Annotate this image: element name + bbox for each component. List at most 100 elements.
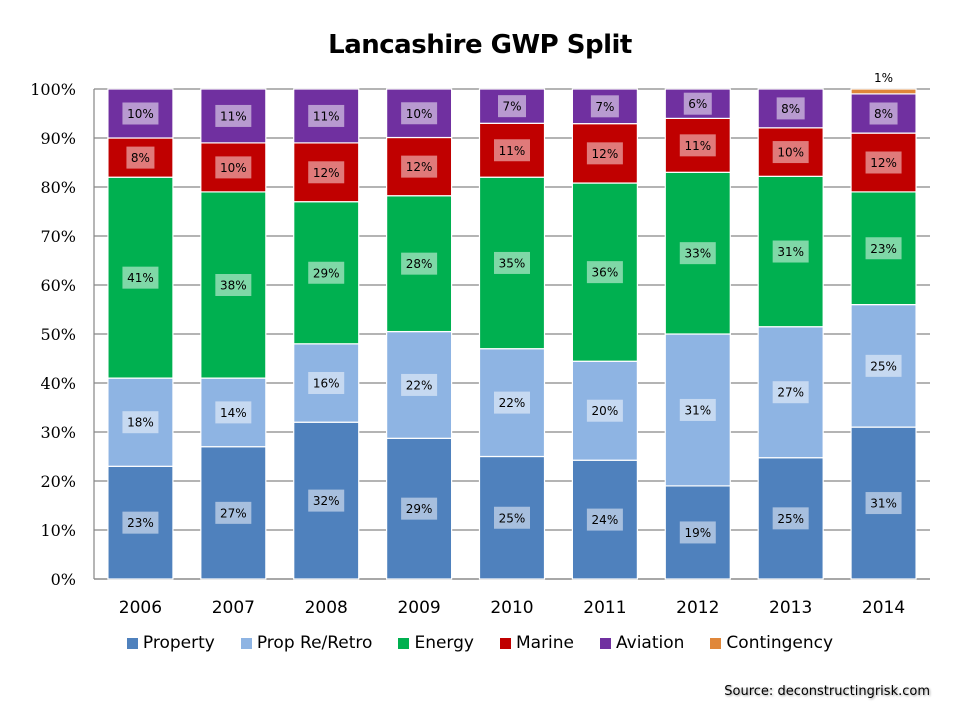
data-label: 20%: [592, 404, 619, 418]
data-label: 41%: [127, 271, 154, 285]
data-label-box: [494, 506, 530, 529]
legend-label: Property: [142, 633, 215, 653]
data-label-box: [401, 102, 438, 125]
data-label: 6%: [688, 97, 707, 111]
data-label-box: [590, 95, 619, 118]
data-label: 11%: [499, 144, 526, 158]
bar-segment-marine: [478, 122, 546, 178]
data-label: 22%: [406, 378, 433, 392]
legend-label: Energy: [414, 633, 474, 653]
y-tick-label: 0%: [51, 570, 76, 589]
data-label-box: [772, 240, 809, 263]
data-label-box: [401, 155, 438, 178]
data-label-box: [308, 372, 345, 394]
data-label: 12%: [313, 166, 340, 180]
data-label-box: [494, 251, 530, 274]
data-label-box: [401, 373, 438, 396]
x-tick-label: 2014: [862, 598, 905, 618]
data-label: 16%: [313, 377, 340, 391]
bar-segment-contingency: [850, 88, 917, 95]
data-label-box: [494, 139, 530, 162]
data-label: 7%: [502, 100, 521, 114]
legend-swatch: [710, 637, 722, 649]
data-label: 31%: [870, 497, 897, 511]
data-label-box: [865, 237, 902, 260]
data-label-box: [122, 266, 159, 289]
data-label: 12%: [592, 147, 619, 161]
data-label-box: [122, 411, 159, 434]
y-tick-label: 30%: [40, 423, 76, 442]
y-tick-label: 60%: [40, 276, 76, 295]
data-label: 10%: [127, 107, 154, 121]
legend-swatch: [240, 637, 252, 649]
data-label: 29%: [406, 502, 433, 516]
data-label: 24%: [592, 513, 619, 527]
data-label: 12%: [406, 160, 433, 174]
data-label: 12%: [870, 156, 897, 170]
data-label: 10%: [777, 146, 804, 160]
data-label: 8%: [781, 102, 800, 116]
legend-swatch: [499, 637, 511, 649]
data-label: 35%: [499, 256, 526, 270]
data-label: 36%: [592, 266, 619, 280]
legend-item: Energy: [398, 633, 474, 653]
data-label: 11%: [684, 139, 711, 153]
data-label-box: [683, 92, 712, 115]
bar-segment-aviation: [757, 88, 824, 129]
data-label-box: [308, 104, 345, 127]
data-label: 23%: [870, 242, 897, 256]
data-label: 23%: [127, 516, 154, 530]
data-label: 28%: [406, 257, 433, 271]
legend-swatch: [398, 637, 410, 649]
data-label: 7%: [595, 100, 614, 114]
data-label-box: [679, 521, 716, 544]
data-label-box: [586, 508, 623, 531]
data-label-box: [586, 142, 623, 165]
legend-item: Aviation: [600, 633, 684, 653]
legend-label: Marine: [515, 633, 575, 653]
legend-label: Contingency: [726, 633, 834, 653]
data-label: 8%: [874, 107, 893, 121]
data-label-box: [215, 156, 252, 179]
y-tick-label: 70%: [40, 227, 76, 246]
data-label: 19%: [684, 526, 711, 540]
data-label-box: [215, 401, 252, 424]
data-label-box: [215, 274, 252, 296]
data-label-box: [122, 102, 159, 125]
data-label: 38%: [220, 279, 247, 293]
data-label-box: [865, 151, 902, 174]
data-label-box: [679, 242, 716, 265]
legend-label: Prop Re/Retro: [256, 633, 373, 653]
y-tick-label: 50%: [40, 325, 76, 344]
data-label: 32%: [313, 494, 340, 508]
data-label: 14%: [220, 406, 247, 420]
data-label-box: [308, 161, 345, 184]
source-note: Source: deconstructingrisk.com: [724, 684, 930, 699]
data-label-box: [679, 398, 716, 421]
data-label-box: [772, 141, 809, 164]
data-label: 31%: [684, 403, 711, 417]
data-label-box: [869, 102, 898, 125]
x-tick-label: 2011: [583, 598, 626, 618]
legend: Property Prop Re/Retro Energy Marine Aviatio…: [0, 633, 960, 653]
data-label-box: [772, 381, 809, 404]
x-tick-label: 2010: [490, 598, 533, 618]
data-label: 25%: [499, 511, 526, 525]
y-tick-label: 40%: [40, 374, 76, 393]
data-label-box: [776, 97, 805, 120]
data-label: 33%: [684, 247, 711, 261]
x-tick-label: 2006: [119, 598, 162, 618]
data-label-box: [308, 489, 345, 512]
data-label-box: [498, 95, 526, 118]
y-tick-label: 100%: [30, 80, 76, 99]
legend-item: Contingency: [710, 633, 833, 653]
data-label: 25%: [777, 512, 804, 526]
data-label: 27%: [777, 386, 804, 400]
data-label-box: [126, 146, 155, 169]
data-label: 18%: [127, 416, 154, 430]
data-label: 11%: [220, 109, 247, 123]
y-tick-label: 80%: [40, 178, 76, 197]
data-label-box: [122, 511, 159, 534]
data-label-box: [401, 252, 438, 275]
